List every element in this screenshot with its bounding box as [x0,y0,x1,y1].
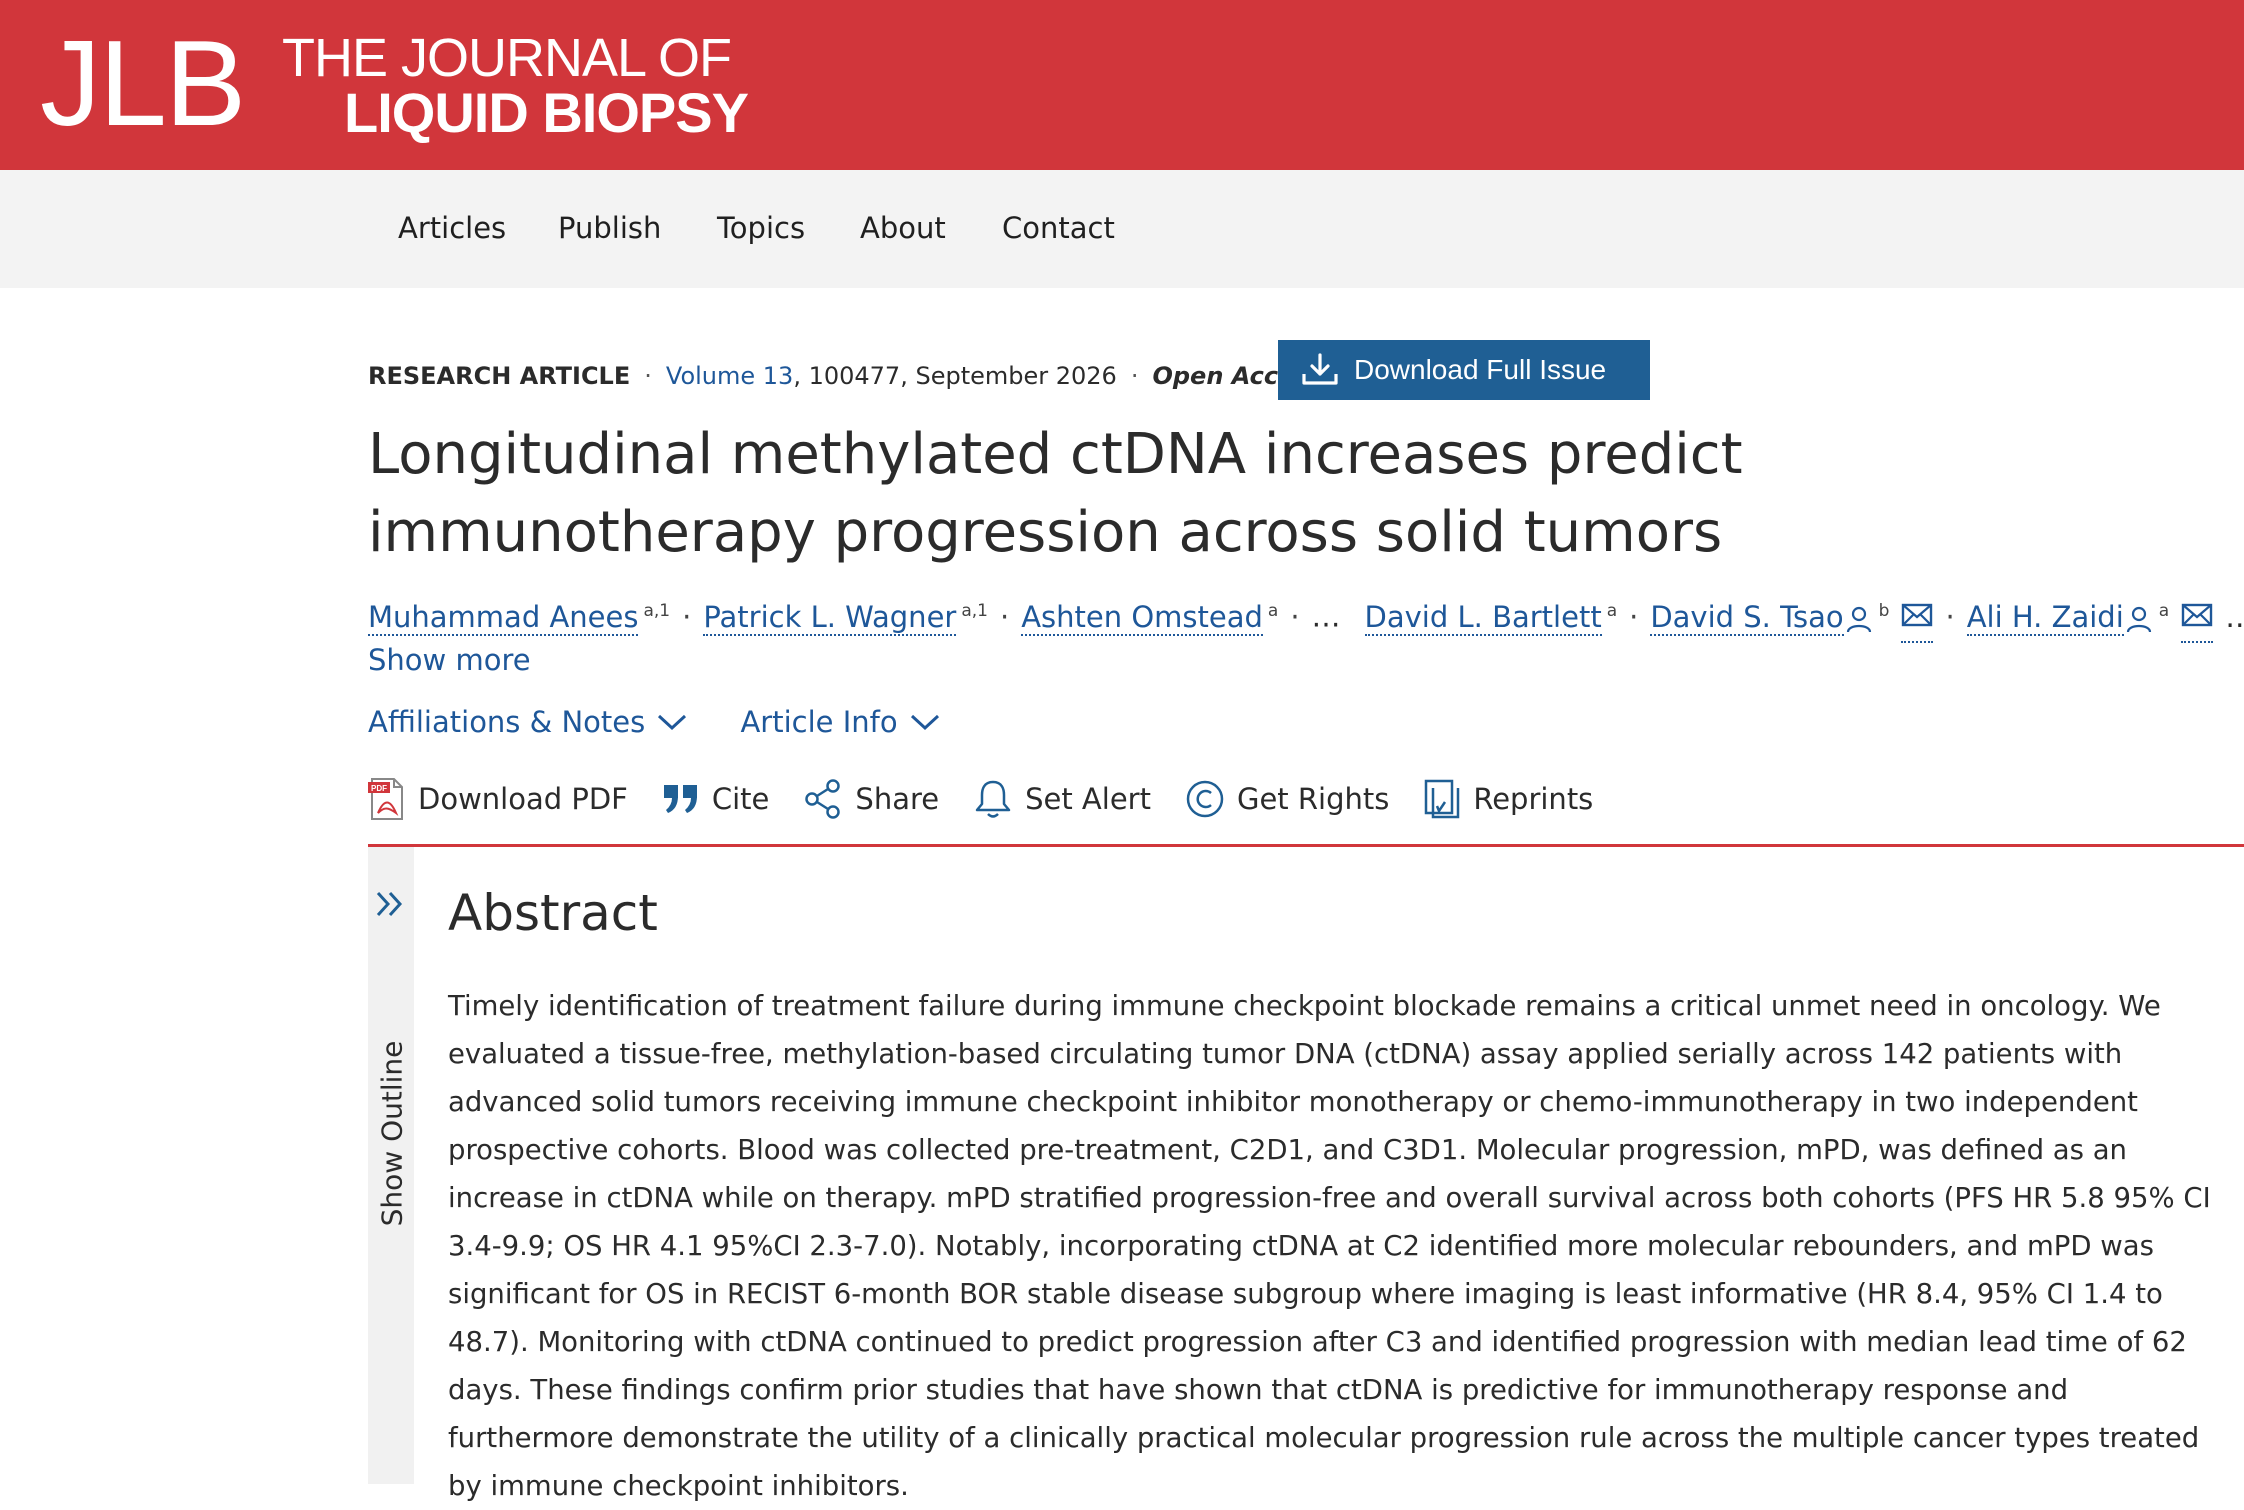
set-alert-label: Set Alert [1025,782,1151,816]
journal-name-line1: THE JOURNAL OF [282,28,732,88]
nav-articles[interactable]: Articles [398,211,507,245]
reprints-label: Reprints [1473,782,1594,816]
share-icon [803,778,843,820]
journal-header: JLB THE JOURNAL OF LIQUID BIOPSY [0,0,2244,170]
article-info-toggle-label: Article Info [740,705,898,739]
author-link[interactable]: Ali H. Zaidi [1966,599,2124,636]
quote-icon [662,783,700,815]
chevron-down-icon [658,714,687,731]
copyright-icon [1185,779,1225,819]
article-info-toggle[interactable]: Article Info [740,702,941,742]
download-pdf-button[interactable]: PDF Download PDF [368,777,628,821]
person-icon [2126,606,2151,633]
chevron-down-icon [910,714,939,731]
show-outline-toggle[interactable]: Show Outline [368,847,414,1484]
show-more-authors-link[interactable]: Show more [368,643,531,677]
article-toggles: Affiliations & Notes Article Info [368,702,984,742]
nav-about[interactable]: About [860,211,946,245]
get-rights-button[interactable]: Get Rights [1185,779,1389,819]
abstract-heading: Abstract [448,884,658,942]
article-actions-bar: PDF Download PDF Cite Share [368,776,1627,822]
author-affiliation: a,1 [961,601,988,621]
author-separator: · [1945,599,1955,634]
author-link[interactable]: Patrick L. Wagner [703,599,957,636]
author-link[interactable]: Ashten Omstead [1021,599,1263,636]
bell-icon [973,778,1013,820]
section-divider [368,844,2244,847]
author-separator: · [1629,599,1639,634]
author-affiliation: a,1 [643,601,671,621]
share-button[interactable]: Share [803,778,939,820]
affiliations-toggle[interactable]: Affiliations & Notes [368,702,689,742]
article-title: Longitudinal methylated ctDNA increases … [368,422,1743,565]
set-alert-button[interactable]: Set Alert [973,778,1151,820]
nav-topics[interactable]: Topics [717,211,806,245]
author-affiliation: a [1606,601,1618,621]
get-rights-label: Get Rights [1236,782,1390,816]
download-pdf-label: Download PDF [418,782,628,816]
nav-publish[interactable]: Publish [558,211,662,245]
meta-separator: · [644,362,652,390]
author-separator: · [999,599,1010,634]
reprints-button[interactable]: Reprints [1423,778,1593,820]
show-outline-label: Show Outline [375,1040,409,1227]
email-icon[interactable] [2181,595,2214,643]
reprints-icon [1423,778,1461,820]
nav-contact[interactable]: Contact [1002,211,1115,245]
pdf-icon: PDF [368,777,406,821]
cite-button[interactable]: Cite [662,782,770,816]
volume-link[interactable]: Volume 13 [665,362,794,390]
article-number-date: , 100477, September 2026 [793,362,1117,390]
author-separator: · [682,599,692,634]
author-ellipsis: … [2225,600,2244,634]
affiliations-toggle-label: Affiliations & Notes [368,705,646,739]
journal-logo-mark[interactable]: JLB [40,15,246,151]
download-icon [1302,353,1338,385]
author-link[interactable]: David S. Tsao [1650,599,1844,636]
download-full-issue-label: Download Full Issue [1354,354,1607,385]
double-chevron-right-icon [376,891,403,917]
download-full-issue-button[interactable]: Download Full Issue [1278,340,1650,400]
cite-label: Cite [711,782,770,816]
author-list: Muhammad Anees a,1 · Patrick L. Wagner a,1 · A… [368,588,2244,643]
journal-name-line2: LIQUID BIOPSY [344,81,749,144]
author-affiliation: a [1267,601,1279,621]
article-meta: RESEARCH ARTICLE · Volume 13, 100477, Sept… [368,358,1323,394]
svg-text:PDF: PDF [371,784,387,793]
main-nav: Articles Publish Topics About Contact [0,170,2244,288]
author-separator [1341,600,1365,634]
share-label: Share [855,782,940,816]
meta-separator: · [1130,362,1139,390]
article-type: RESEARCH ARTICLE [368,362,631,390]
author-link[interactable]: Muhammad Anees [368,599,639,636]
person-icon [1846,606,1871,633]
author-ellipsis: … [1311,599,1341,634]
author-affiliation: a [2158,601,2170,621]
author-affiliation: b [1878,601,1890,621]
email-icon[interactable] [1901,595,1934,643]
abstract-text: Timely identification of treatment failu… [448,990,2211,1502]
author-separator: · [1290,599,1300,634]
author-link[interactable]: David L. Bartlett [1364,599,1602,636]
